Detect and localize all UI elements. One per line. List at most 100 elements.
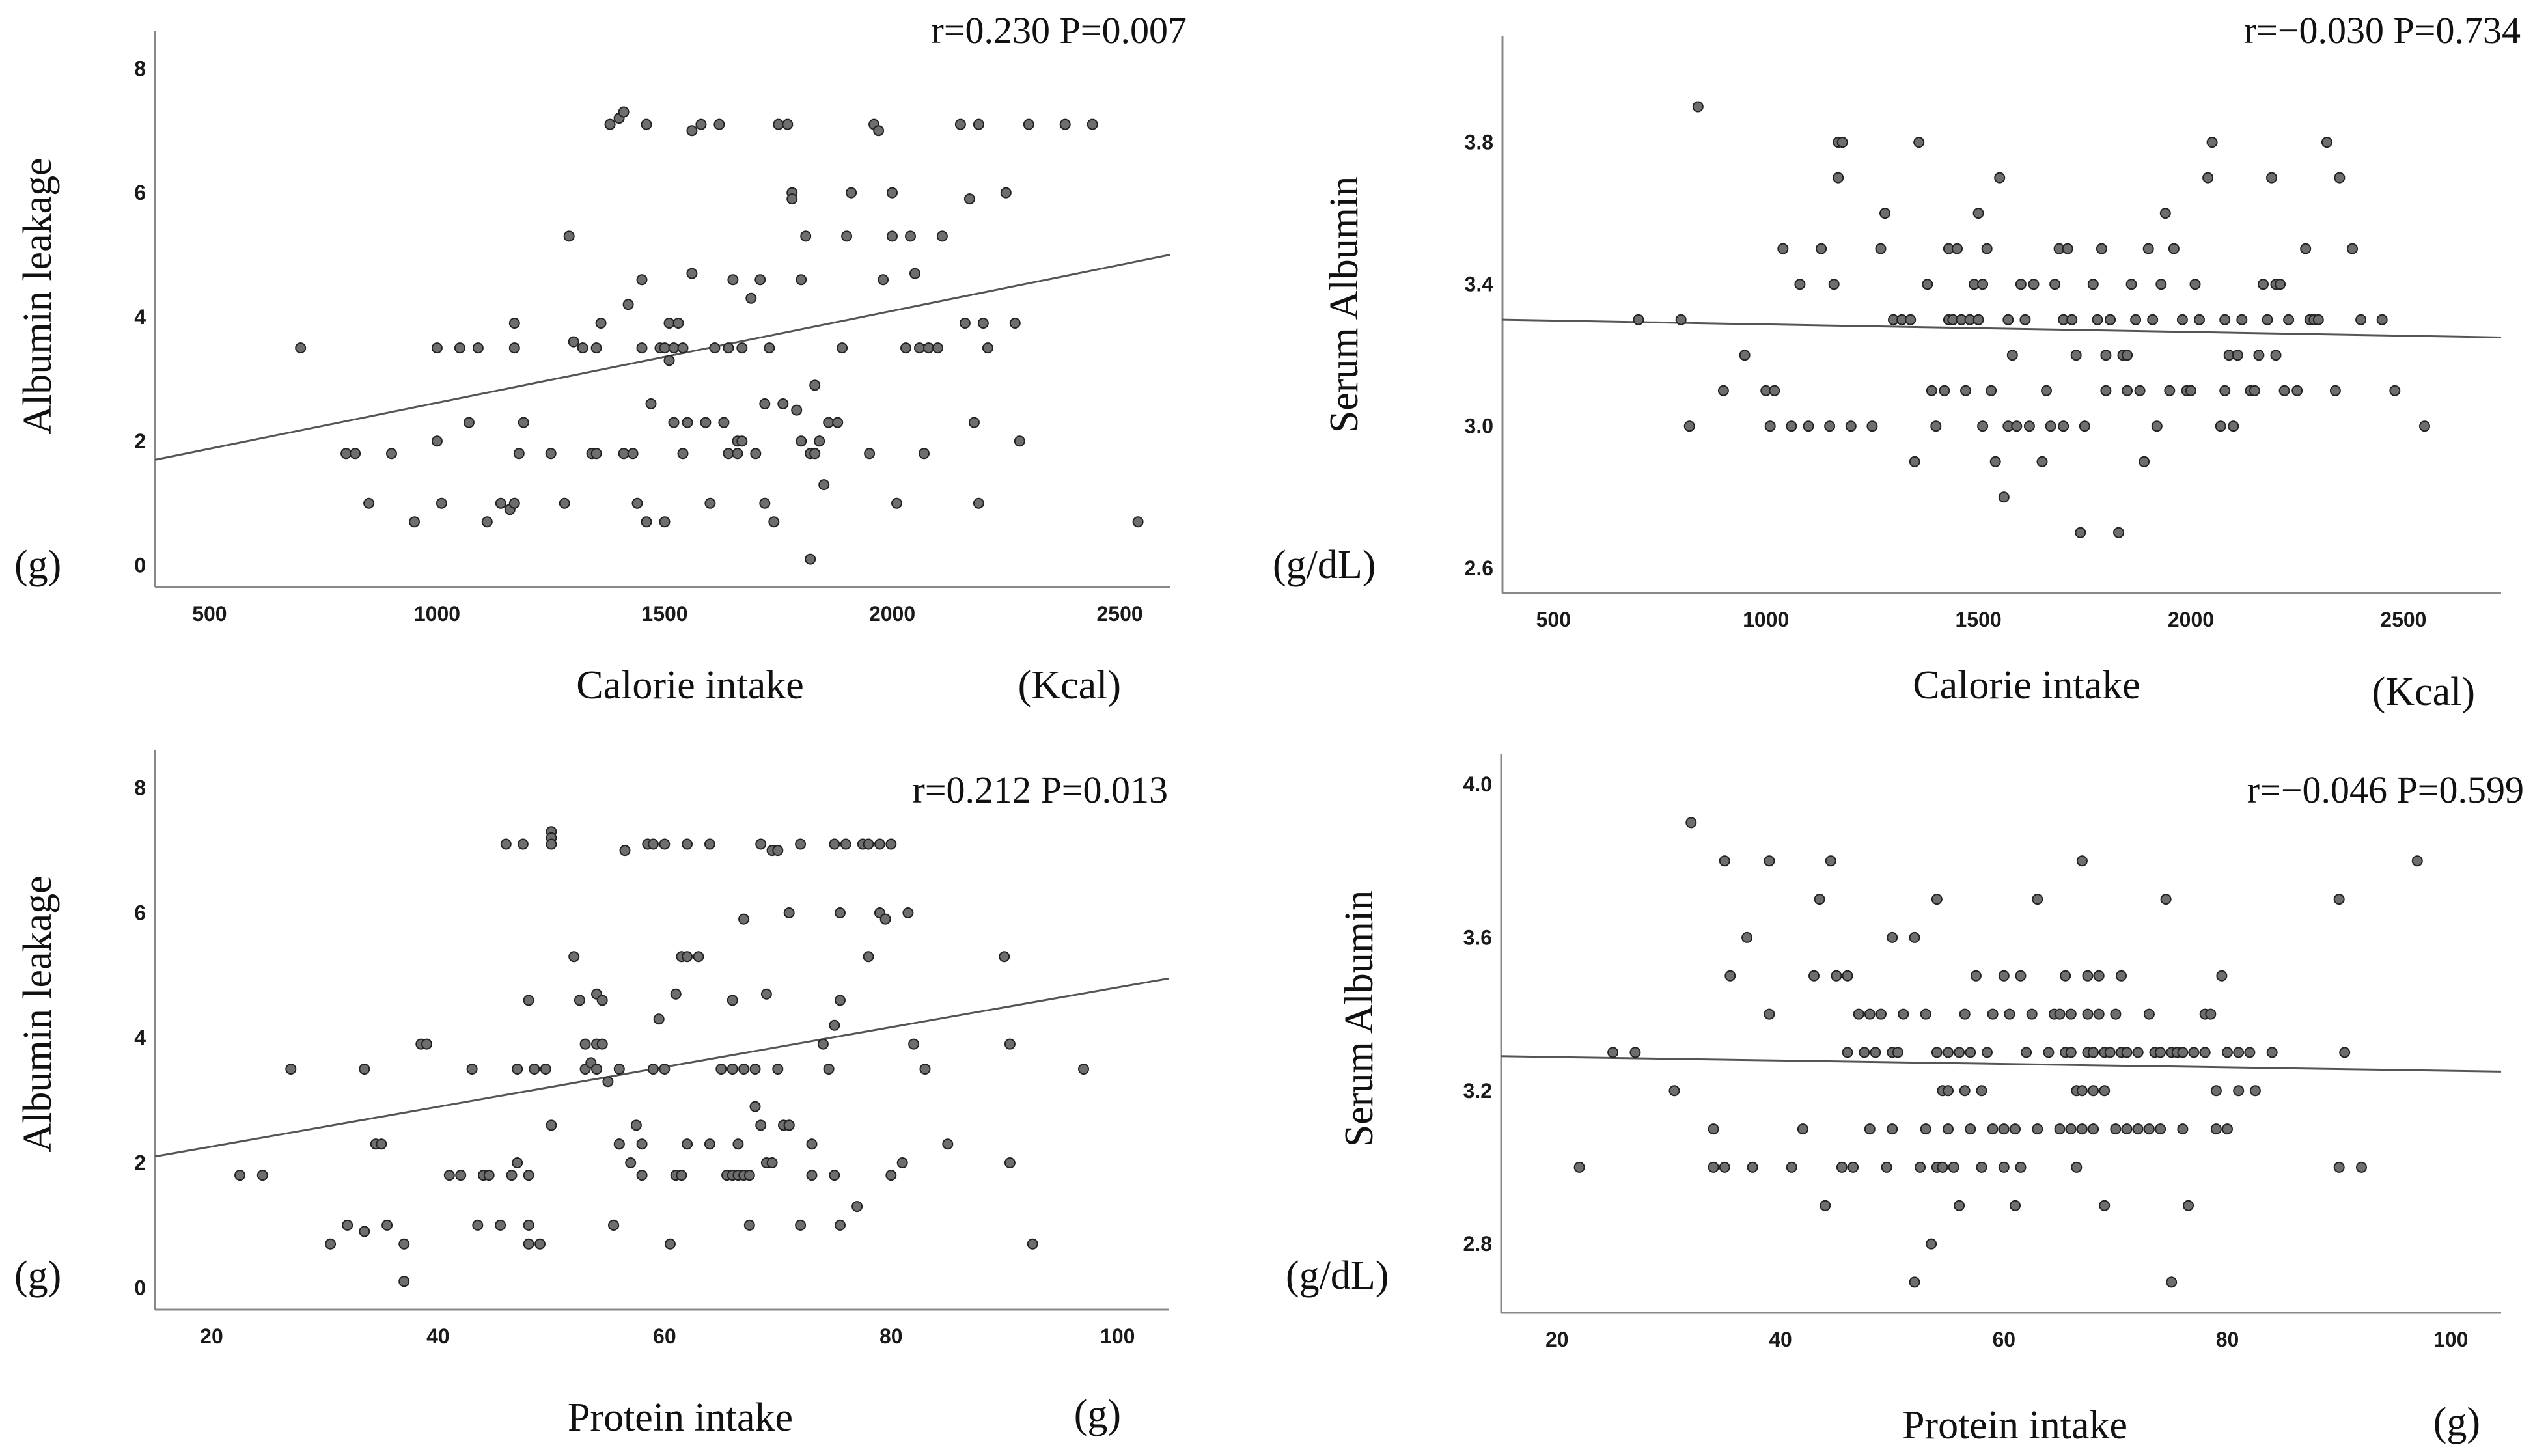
data-point [2262, 314, 2273, 325]
data-point [1764, 420, 1776, 432]
data-point [829, 838, 840, 850]
data-point [483, 1170, 495, 1181]
data-point [2122, 350, 2133, 361]
data-point [738, 1064, 750, 1075]
data-point [2071, 1161, 2083, 1173]
data-point [2130, 314, 2142, 325]
data-point [1786, 420, 1797, 432]
data-point [914, 342, 925, 354]
x-tick-label: 1500 [1956, 608, 2002, 631]
data-point [630, 1119, 642, 1131]
data-point [809, 448, 821, 460]
data-point [1059, 118, 1071, 130]
data-point [809, 379, 821, 391]
data-point [1004, 1157, 1016, 1168]
panel-protein-serum-albumin: 20 40 60 80 100 2.8 3.2 3.6 4.0 r=−0.046 P=0.599… [1286, 754, 2524, 1448]
data-point [602, 1076, 614, 1088]
data-point [2023, 420, 2035, 432]
data-point [2321, 137, 2332, 148]
data-point [805, 553, 816, 565]
data-point [718, 417, 730, 428]
data-point [545, 448, 557, 460]
data-point [2132, 1123, 2144, 1135]
data-point [398, 1276, 410, 1287]
data-point [1915, 1161, 1926, 1173]
data-point [2087, 279, 2099, 290]
data-point [2058, 420, 2069, 432]
data-point [512, 1157, 523, 1168]
data-point [1724, 970, 1736, 982]
y-axis-unit: (g) [14, 543, 61, 587]
data-point [2253, 350, 2265, 361]
data-point [723, 448, 734, 460]
data-point [398, 1238, 410, 1250]
data-point [814, 435, 825, 447]
data-point [2205, 1008, 2217, 1020]
data-point [1573, 1161, 1585, 1173]
fit-line [154, 254, 1170, 461]
data-point [1023, 118, 1034, 130]
data-point [1808, 970, 1820, 982]
data-point [732, 1138, 744, 1150]
data-point [2110, 1008, 2122, 1020]
data-point [1836, 1161, 1848, 1173]
data-point [1668, 1085, 1680, 1097]
data-point [495, 497, 506, 509]
data-point [1708, 1161, 1719, 1173]
data-point [796, 274, 807, 286]
data-point [2270, 350, 2282, 361]
data-point [636, 1138, 648, 1150]
data-point [2139, 456, 2150, 467]
data-point [636, 342, 648, 354]
data-point [1803, 420, 1814, 432]
data-point [2216, 970, 2228, 982]
x-tick-label: 80 [2216, 1328, 2239, 1351]
data-point [1014, 435, 1025, 447]
data-point [2300, 243, 2312, 254]
data-point [1000, 187, 1012, 199]
data-point [1986, 385, 1997, 396]
data-point [2244, 1047, 2256, 1058]
data-point [1864, 1008, 1876, 1020]
data-point [835, 907, 846, 918]
data-point [2021, 1047, 2032, 1058]
data-point [618, 448, 630, 460]
data-point [2088, 1047, 2099, 1058]
data-point [823, 1064, 835, 1075]
data-point [1909, 456, 1920, 467]
data-point [786, 193, 798, 205]
data-point [421, 1038, 432, 1050]
data-point [659, 516, 671, 528]
data-point [823, 417, 835, 428]
data-point [568, 951, 580, 963]
y-axis-title: Albumin leakage [16, 875, 60, 1152]
data-point [1845, 420, 1857, 432]
data-point [1954, 1200, 1965, 1211]
data-point [900, 342, 911, 354]
data-point [625, 1157, 637, 1168]
data-point [2096, 243, 2107, 254]
data-point [682, 838, 693, 850]
data-point [2143, 1123, 2155, 1135]
data-point [1977, 420, 1989, 432]
data-point [777, 398, 789, 409]
data-point [682, 1138, 693, 1150]
data-point [1959, 1008, 1971, 1020]
data-point [2041, 385, 2052, 396]
data-point [2160, 894, 2172, 905]
data-point [672, 318, 684, 329]
data-point [2249, 385, 2260, 396]
axes-protein-albumin-leakage: 20 40 60 80 100 0 2 4 6 8 [134, 750, 1169, 1348]
x-tick-label: 1000 [1743, 608, 1789, 631]
data-point [381, 1219, 393, 1231]
data-point [1864, 1123, 1876, 1135]
data-point [2202, 172, 2214, 184]
y-tick-label: 0 [134, 554, 146, 577]
data-point [1887, 1123, 1898, 1135]
data-point [2356, 1161, 2367, 1173]
x-tick-label: 500 [1536, 608, 1571, 631]
data-point [2236, 314, 2248, 325]
data-point [1685, 817, 1697, 829]
data-point [818, 479, 830, 491]
